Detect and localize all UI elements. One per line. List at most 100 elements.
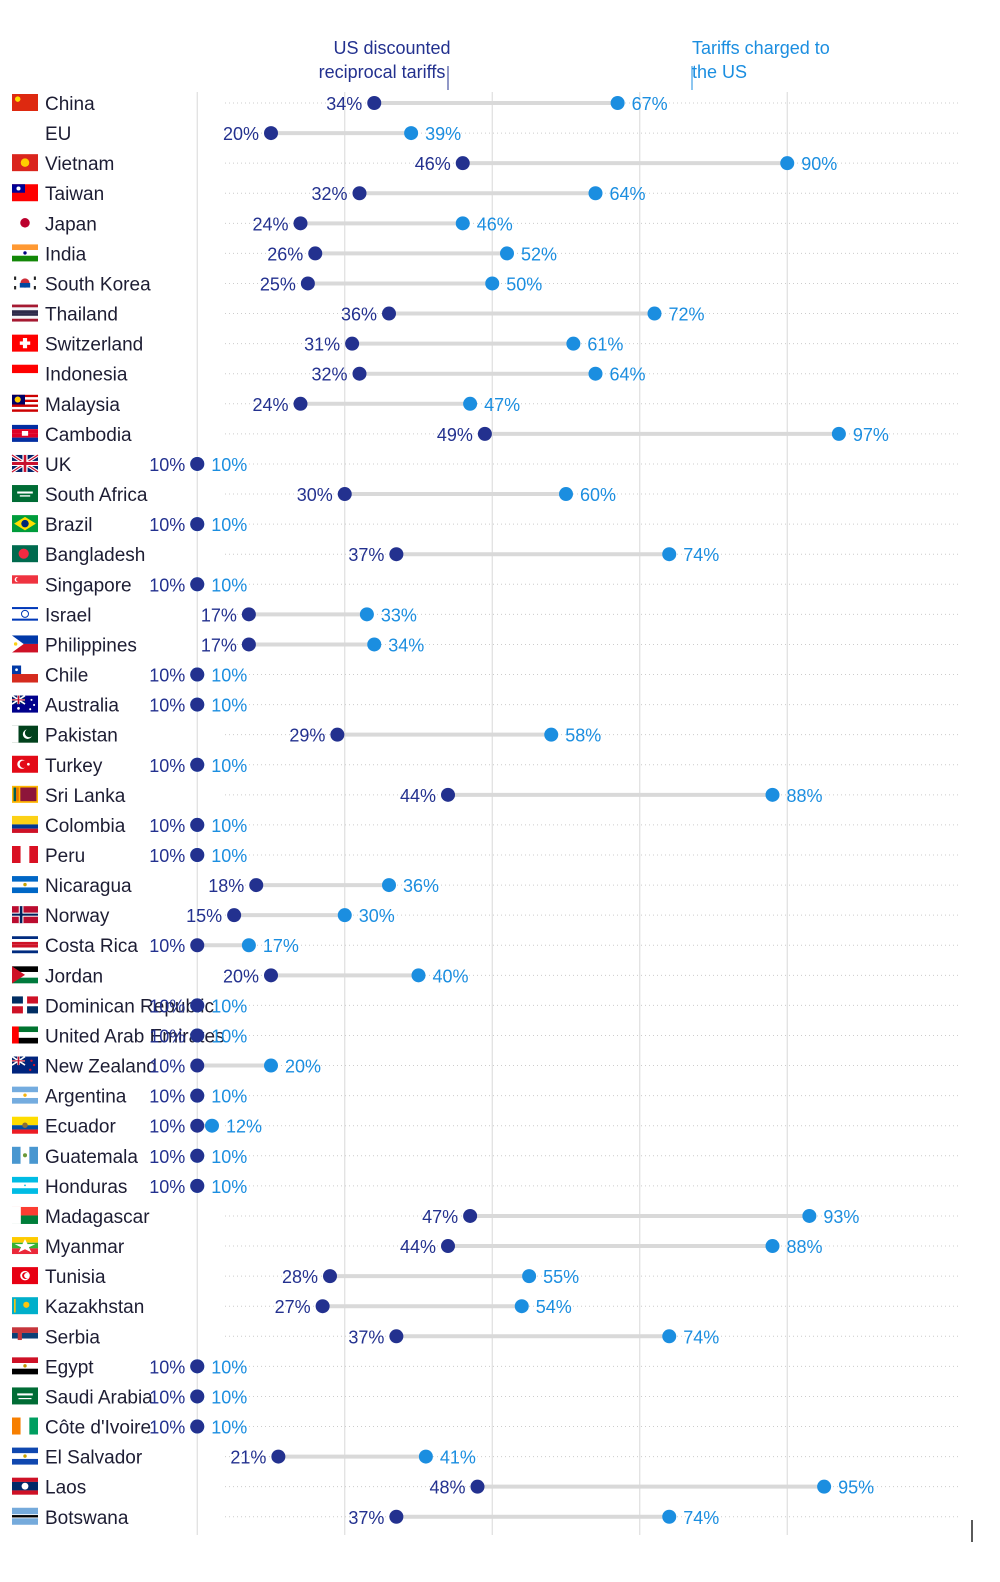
- us-point: [249, 878, 264, 893]
- charged-point: [241, 938, 256, 953]
- table-row: Sri Lanka 44% 88%: [12, 785, 823, 807]
- us-value-label: 10%: [149, 816, 185, 836]
- table-row: Indonesia 32% 64%: [12, 364, 646, 386]
- us-point: [455, 156, 470, 171]
- us-value-label: 29%: [289, 726, 325, 746]
- legend: US discounted reciprocal tariffs Tariffs…: [319, 38, 830, 90]
- table-row: Cambodia 49% 97%: [12, 424, 889, 446]
- us-value-label: 10%: [149, 1418, 185, 1438]
- us-point: [241, 607, 256, 622]
- table-row: South Africa 30% 60%: [12, 485, 616, 506]
- country-label: Ecuador: [45, 1117, 116, 1138]
- table-row: Serbia 37% 74%: [12, 1327, 719, 1348]
- charged-value-label: 88%: [787, 1237, 823, 1257]
- table-row: India 26% 52%: [12, 244, 557, 265]
- country-label: Singapore: [45, 575, 132, 596]
- norway-flag-icon: [12, 906, 38, 924]
- south-korea-flag-icon: [12, 274, 38, 292]
- charged-value-label: 10%: [211, 1387, 247, 1407]
- charged-value-label: 41%: [440, 1448, 476, 1468]
- table-row: Brazil 10% 10%: [12, 515, 247, 536]
- us-value-label: 10%: [149, 1147, 185, 1167]
- table-row: El Salvador 21% 41%: [12, 1447, 476, 1469]
- us-value-label: 10%: [149, 1357, 185, 1377]
- legend-charged-line-1: Tariffs charged to: [692, 38, 830, 58]
- us-point: [345, 336, 360, 351]
- country-label: Chile: [45, 666, 88, 687]
- table-row: Philippines 17% 34%: [12, 635, 424, 656]
- country-label: Côte d'Ivoire: [45, 1418, 151, 1439]
- charged-point: [382, 878, 396, 893]
- us-point: [227, 908, 242, 923]
- charged-value-label: 97%: [853, 425, 889, 445]
- us-value-label: 26%: [267, 244, 303, 264]
- country-label: EU: [45, 124, 71, 145]
- legend-us-line-1: US discounted: [333, 38, 450, 58]
- us-point: [367, 96, 382, 110]
- country-label: Cambodia: [45, 425, 132, 446]
- us-point: [190, 667, 205, 682]
- new-zealand-flag-icon: [11, 1055, 38, 1074]
- laos-flag-icon: [12, 1477, 38, 1495]
- us-value-label: 30%: [297, 485, 333, 505]
- us-value-label: 10%: [149, 996, 185, 1016]
- country-label: South Korea: [45, 274, 151, 295]
- country-label: Kazakhstan: [45, 1297, 144, 1318]
- us-value-label: 49%: [437, 425, 473, 445]
- us-point: [352, 366, 367, 381]
- country-label: New Zealand: [45, 1057, 157, 1078]
- us-point: [330, 727, 345, 742]
- india-flag-icon: [12, 244, 38, 262]
- country-label: Malaysia: [45, 395, 120, 416]
- legend-us-line-2: reciprocal tariffs: [319, 62, 446, 82]
- us-value-label: 28%: [282, 1267, 318, 1287]
- charged-value-label: 55%: [543, 1267, 579, 1287]
- vietnam-flag-icon: [12, 154, 38, 172]
- us-value-label: 10%: [149, 846, 185, 866]
- charged-point: [404, 126, 419, 141]
- charged-value-label: 17%: [263, 936, 299, 956]
- charged-value-label: 10%: [211, 996, 247, 1016]
- tunisia-flag-icon: [12, 1267, 38, 1285]
- charged-point: [485, 276, 500, 291]
- charged-point: [662, 1509, 677, 1524]
- china-flag-icon: [12, 94, 38, 111]
- country-label: Sri Lanka: [45, 786, 126, 807]
- charged-value-label: 10%: [211, 1357, 247, 1377]
- charged-point: [264, 1058, 278, 1073]
- charged-point: [522, 1269, 537, 1284]
- indonesia-flag-icon: [12, 364, 38, 382]
- us-value-label: 10%: [149, 1117, 185, 1137]
- guatemala-flag-icon: [12, 1146, 38, 1164]
- us-point: [441, 1239, 455, 1254]
- charged-value-label: 72%: [669, 305, 705, 325]
- country-label: Argentina: [45, 1087, 127, 1108]
- us-point: [190, 1028, 205, 1043]
- country-label: Indonesia: [45, 365, 128, 386]
- chile-flag-icon: [12, 665, 38, 683]
- us-point: [190, 757, 205, 772]
- us-point: [308, 246, 323, 261]
- charged-point: [588, 366, 603, 381]
- country-label: Thailand: [45, 305, 118, 326]
- country-label: Israel: [45, 605, 91, 626]
- charged-value-label: 47%: [484, 395, 520, 415]
- thailand-flag-icon: [12, 304, 38, 322]
- charged-value-label: 30%: [359, 906, 395, 926]
- table-row: Singapore 10% 10%: [12, 575, 247, 596]
- us-value-label: 34%: [326, 94, 362, 114]
- table-row: Tunisia 28% 55%: [12, 1267, 579, 1288]
- us-value-label: 10%: [149, 666, 185, 686]
- charged-point: [765, 787, 780, 802]
- country-label: Myanmar: [45, 1237, 125, 1258]
- table-row: China 34% 67%: [12, 94, 668, 115]
- country-label: Pakistan: [45, 726, 118, 747]
- us-value-label: 20%: [223, 124, 259, 144]
- us-point: [352, 186, 367, 201]
- turkey-flag-icon: [12, 755, 38, 773]
- us-point: [337, 487, 352, 502]
- table-row: EU 20% 39%: [45, 124, 461, 145]
- us-value-label: 37%: [348, 1508, 384, 1528]
